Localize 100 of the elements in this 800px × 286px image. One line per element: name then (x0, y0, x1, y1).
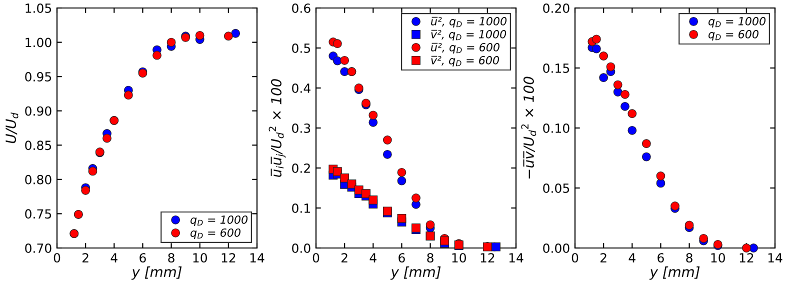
x-axis-title: y [mm] (390, 266, 441, 280)
y-tick-label: 0.95 (25, 72, 52, 82)
x-tick-label: 2 (342, 253, 348, 262)
point (749, 244, 758, 252)
x-tick-label: 12 (740, 253, 754, 262)
y-tick-label: 0.75 (25, 209, 52, 219)
x-axis-title: y [mm] (131, 266, 182, 280)
y-tick-label: 0.0 (292, 243, 310, 253)
point (166, 38, 176, 47)
x-tick-label: 0 (312, 253, 320, 263)
point (340, 174, 350, 182)
x-tick-label: 6 (140, 253, 146, 263)
y-tick-label: 1.00 (26, 38, 52, 48)
legend-label: q$_{D}$ = 1000 (190, 215, 248, 226)
point (332, 39, 342, 48)
point (440, 236, 450, 246)
point (124, 90, 133, 100)
x-tick-label: 14 (509, 253, 524, 262)
point (224, 32, 233, 41)
y-tick-label: 0.15 (543, 63, 570, 73)
point (620, 102, 630, 111)
legend-label: u̅², q$_{D}$ = 600 (431, 42, 500, 54)
y-tick-label: 0.90 (25, 106, 52, 116)
legend-label: v̅², q$_{D}$ = 600 (431, 56, 500, 67)
x-tick-label: 0 (572, 253, 578, 263)
x-tick-label: 2 (600, 253, 606, 262)
point (412, 194, 420, 202)
point (397, 176, 406, 186)
point (620, 90, 630, 99)
y-tick-label: 1.05 (26, 3, 52, 13)
x-tick-label: 12 (480, 253, 494, 262)
x-tick-label: 8 (427, 253, 434, 263)
point (684, 220, 694, 230)
point (599, 73, 608, 82)
point (368, 196, 378, 204)
x-tick-label: 14 (250, 253, 264, 262)
y-tick-label: 0.3 (292, 123, 310, 133)
x-tick-label: 4 (370, 253, 376, 262)
point (482, 242, 492, 252)
legend-label: u̅², q$_{D}$ = 1000 (431, 16, 507, 28)
point (347, 180, 356, 188)
point (88, 166, 98, 176)
point (592, 44, 601, 54)
point (628, 126, 637, 135)
legend-label: v̅², q$_{D}$ = 1000 (431, 30, 506, 41)
x-axis-title: y [mm] (649, 266, 700, 280)
x-tick-label: 4 (110, 253, 118, 262)
point (397, 168, 406, 177)
point (81, 186, 90, 195)
point (606, 62, 616, 72)
x-tick-label: 10 (193, 253, 207, 263)
y-axis-title: U/U$_{d}$ (6, 112, 18, 144)
y-tick-label: 0.05 (543, 183, 570, 193)
y-tick-label: 0.85 (25, 140, 52, 150)
y-tick-label: 0.5 (292, 43, 310, 53)
x-tick-label: 8 (168, 253, 174, 263)
point (628, 109, 637, 118)
point (382, 136, 392, 144)
y-tick-label: 0.20 (543, 3, 570, 13)
point (642, 152, 651, 162)
legend-label: q$_{D}$ = 600 (708, 30, 758, 41)
point (231, 28, 240, 38)
point (699, 234, 708, 243)
point (397, 214, 406, 223)
point (656, 172, 666, 180)
x-tick-label: 12 (222, 253, 236, 262)
point (670, 202, 680, 210)
x-tick-label: 10 (452, 253, 466, 263)
point (340, 56, 350, 65)
y-tick-label: 0.70 (25, 243, 52, 253)
y-tick-label: 0.1 (292, 203, 310, 213)
x-tick-label: 6 (398, 253, 405, 263)
x-tick-label: 14 (768, 253, 782, 262)
point (642, 139, 651, 148)
point (368, 110, 378, 120)
point (332, 167, 342, 176)
point (599, 52, 608, 60)
x-tick-label: 10 (711, 253, 725, 263)
x-tick-label: 8 (686, 253, 692, 263)
point (102, 134, 112, 143)
x-tick-label: 0 (54, 253, 60, 263)
y-tick-label: 0.10 (543, 123, 570, 133)
x-tick-label: 6 (658, 253, 664, 263)
point (742, 244, 751, 252)
y-axis-title: −u̅v̅/U$_{d}$$^{2}$ × 100 (521, 76, 536, 178)
x-tick-label: 2 (82, 253, 88, 262)
y-tick-label: 0.2 (292, 163, 310, 173)
point (426, 220, 435, 230)
point (382, 150, 392, 159)
point (152, 50, 162, 60)
y-tick-label: 0.80 (25, 174, 52, 184)
x-tick-label: 4 (628, 253, 636, 262)
point (195, 30, 204, 40)
legend-label: q$_{D}$ = 1000 (708, 17, 766, 28)
point (362, 189, 370, 198)
y-tick-label: 0.6 (292, 3, 310, 13)
legend-label: q$_{D}$ = 600 (190, 228, 240, 239)
y-axis-title: u̅$_{i}$u̅$_{j}$/U$_{d}$$^{2}$ × 100 (268, 79, 286, 177)
point (613, 80, 622, 90)
y-tick-label: 0.00 (543, 243, 570, 253)
